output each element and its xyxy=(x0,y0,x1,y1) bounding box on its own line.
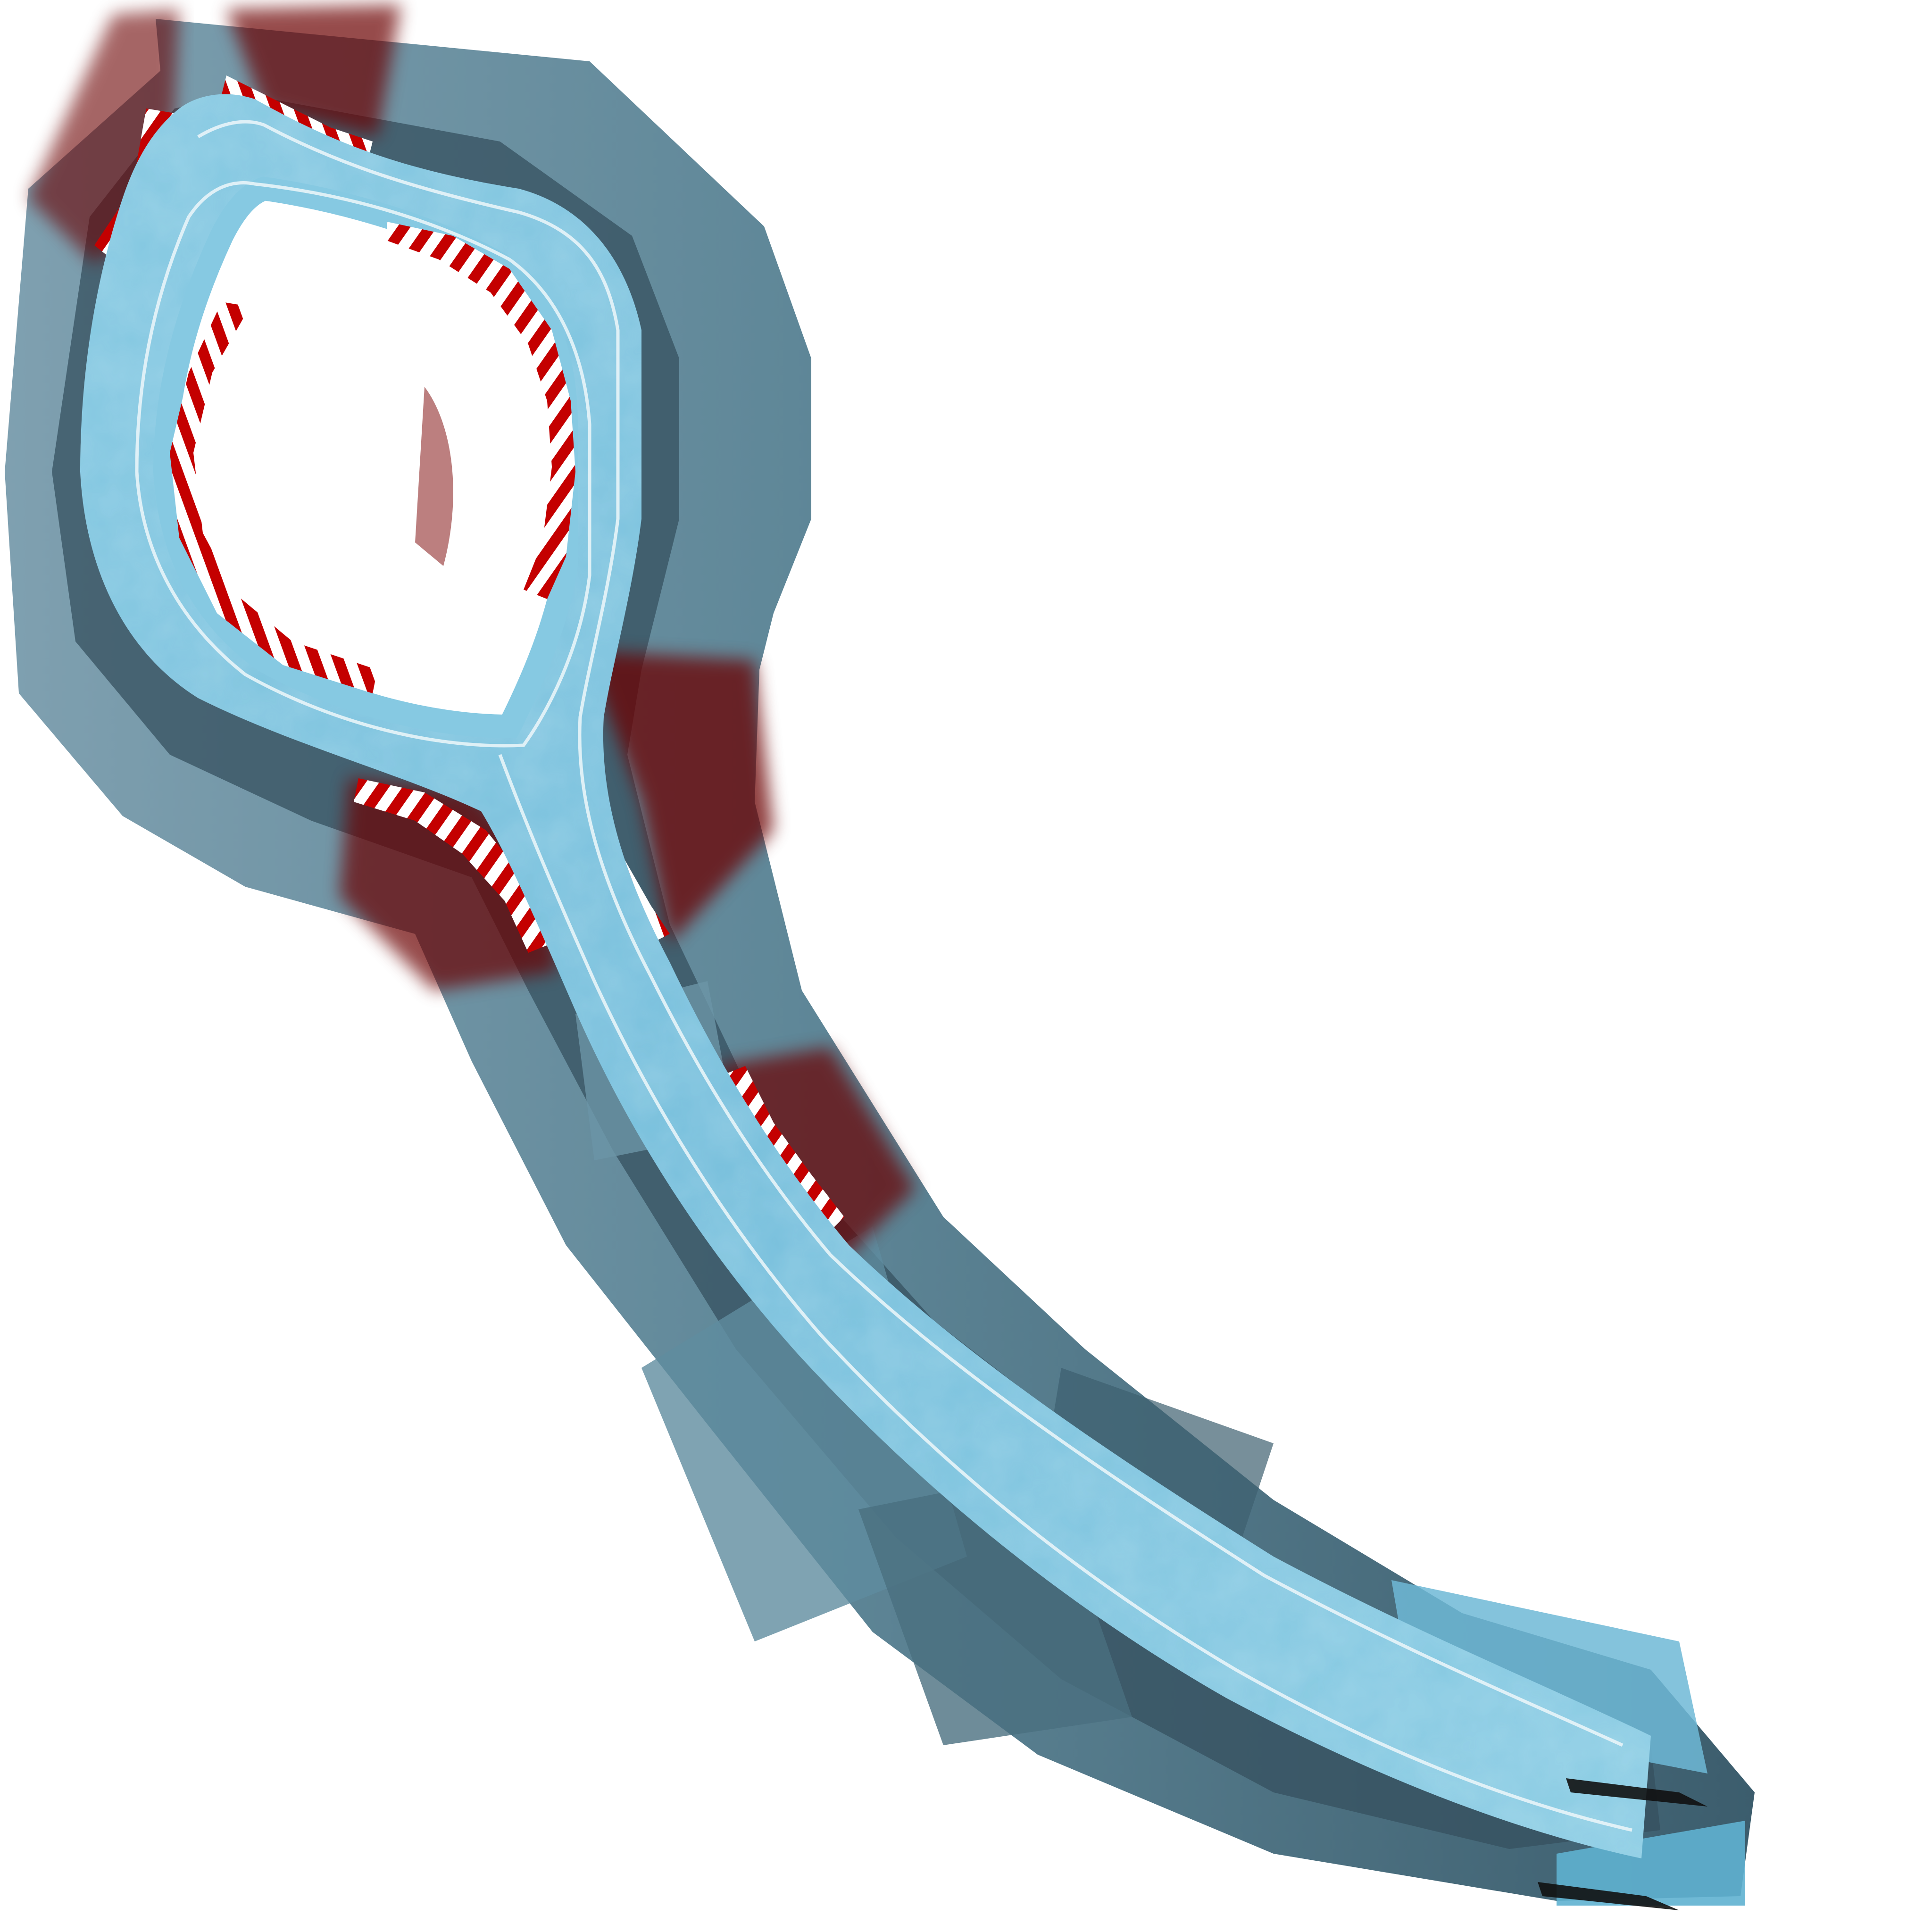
lane-line xyxy=(135,120,1632,1832)
start-line-icon xyxy=(1538,1778,1707,1910)
curb-inner-overlay xyxy=(170,222,575,693)
